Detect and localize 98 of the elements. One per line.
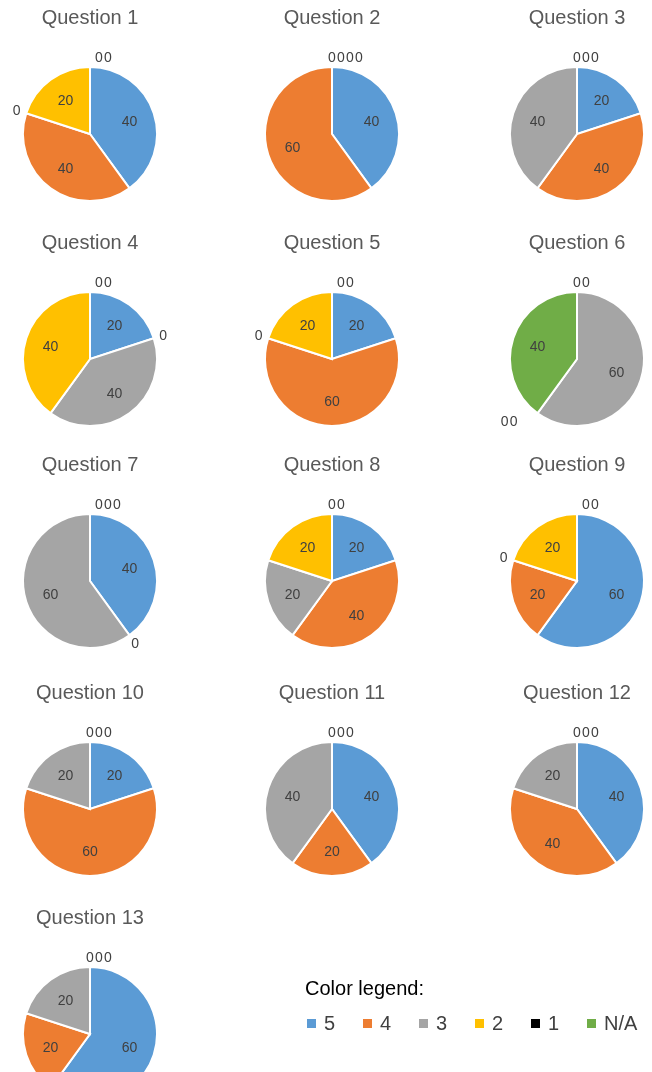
- text: 0: [509, 413, 518, 430]
- data-label: 40: [363, 113, 380, 130]
- text: 0: [573, 274, 581, 290]
- text: 0: [582, 496, 590, 512]
- data-label: 20: [348, 317, 365, 334]
- text: 0: [95, 496, 103, 512]
- data-label: 40: [593, 159, 610, 176]
- legend-title: Color legend:: [305, 977, 424, 999]
- text: 0: [346, 49, 354, 65]
- data-label: 60: [608, 585, 625, 602]
- data-label: 40: [284, 788, 301, 805]
- text: 0: [591, 724, 599, 740]
- data-label: 20: [57, 92, 74, 109]
- text: 0: [328, 49, 336, 65]
- text: 0: [104, 724, 112, 740]
- data-label: 40: [57, 159, 74, 176]
- data-label: 20: [106, 767, 123, 784]
- chart-title: Question 10: [36, 681, 144, 703]
- data-label: 60: [121, 1038, 138, 1055]
- data-label: 40: [544, 834, 561, 851]
- text: 0: [337, 49, 345, 65]
- chart-title: Question 12: [523, 681, 631, 703]
- data-label: 20: [324, 842, 340, 859]
- text: 0: [355, 49, 363, 65]
- data-label: 20: [42, 1038, 59, 1055]
- data-label: 40: [42, 338, 59, 355]
- data-label: 40: [106, 384, 123, 401]
- data-label: 60: [284, 138, 301, 155]
- data-label: 20: [544, 539, 561, 556]
- text: 0: [582, 724, 590, 740]
- legend-label: 5: [324, 1012, 336, 1034]
- chart-title: Question 11: [278, 681, 386, 703]
- data-label: 20: [299, 539, 316, 556]
- text: 0: [113, 496, 121, 512]
- chart-title: Question 8: [283, 453, 381, 475]
- data-label: 20: [529, 585, 546, 602]
- data-label: 60: [608, 363, 625, 380]
- text: 0: [346, 274, 354, 290]
- text: 0: [573, 49, 581, 65]
- text: 0: [86, 724, 94, 740]
- text: 0: [104, 496, 112, 512]
- data-label: 20: [348, 539, 365, 556]
- data-label: 40: [121, 560, 138, 577]
- data-label: 20: [593, 92, 610, 109]
- chart-title: Question 4: [41, 231, 139, 253]
- legend-label: 3: [436, 1012, 448, 1034]
- chart-title: Question 7: [41, 453, 139, 475]
- text: 0: [337, 496, 345, 512]
- legend-label: 2: [492, 1012, 504, 1034]
- data-label: 20: [544, 767, 561, 784]
- text: 0: [582, 49, 590, 65]
- text: 0: [95, 49, 103, 65]
- data-label: 40: [121, 113, 138, 130]
- data-label: 20: [57, 992, 74, 1009]
- data-label: 20: [106, 317, 123, 334]
- text: 0: [104, 949, 112, 965]
- text: 0: [337, 724, 345, 740]
- text: 0: [346, 724, 354, 740]
- legend-label: 1: [548, 1012, 560, 1034]
- text: 0: [591, 49, 599, 65]
- chart-title: Question 5: [283, 231, 381, 253]
- chart-title: Question 9: [528, 453, 626, 475]
- text: 0: [254, 327, 263, 344]
- data-label: 40: [529, 113, 546, 130]
- text: 0: [328, 496, 336, 512]
- text: 0: [591, 496, 599, 512]
- text: 0: [573, 724, 581, 740]
- data-label: 40: [608, 788, 625, 805]
- data-label: 20: [57, 767, 74, 784]
- text: 0: [95, 724, 103, 740]
- data-label: 60: [42, 585, 59, 602]
- data-label: 60: [82, 842, 98, 859]
- data-label: 40: [348, 606, 365, 623]
- text: 0: [104, 49, 112, 65]
- chart-title: Question 13: [36, 906, 144, 928]
- data-label: 20: [299, 317, 316, 334]
- text: 0: [159, 327, 168, 344]
- data-label: 60: [324, 392, 340, 409]
- chart-title: Question 3: [528, 6, 626, 28]
- text: 0: [337, 274, 345, 290]
- legend-label: 4: [380, 1012, 392, 1034]
- text: 0: [582, 274, 590, 290]
- text: 0: [86, 949, 94, 965]
- text: 0: [499, 549, 508, 566]
- data-label: 40: [529, 338, 546, 355]
- text: 0: [328, 724, 336, 740]
- legend-label: N/A: [604, 1012, 638, 1034]
- text: 0: [95, 274, 103, 290]
- chart-title: Question 1: [41, 6, 139, 28]
- text: 0: [12, 102, 21, 119]
- chart-title: Question 2: [283, 6, 381, 28]
- data-label: 20: [284, 585, 301, 602]
- data-label: 40: [363, 788, 380, 805]
- text: 0: [500, 413, 509, 430]
- text: 0: [131, 635, 140, 652]
- text: 0: [104, 274, 112, 290]
- text: 0: [95, 949, 103, 965]
- chart-title: Question 6: [528, 231, 626, 253]
